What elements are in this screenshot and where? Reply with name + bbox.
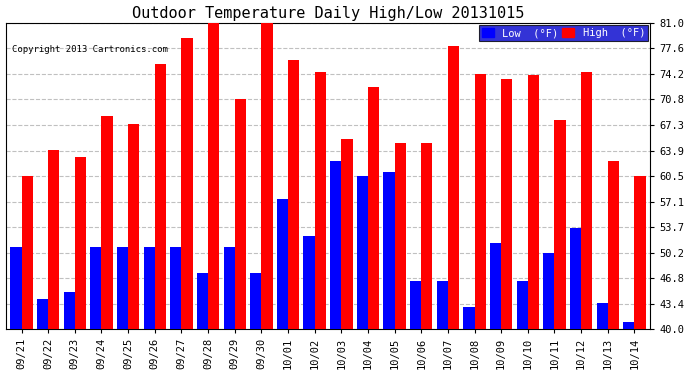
Bar (144, 247, 155, 329)
Bar (21, 176, 32, 329)
Bar (543, 253, 555, 329)
Bar (501, 79, 513, 329)
Bar (277, 198, 288, 329)
Bar (262, 20, 273, 329)
Bar (48, 150, 59, 329)
Bar (197, 273, 208, 329)
Bar (304, 236, 315, 329)
Bar (235, 99, 246, 329)
Bar (623, 322, 634, 329)
Bar (464, 307, 475, 329)
Legend: Low  (°F), High  (°F): Low (°F), High (°F) (479, 25, 649, 42)
Bar (330, 161, 342, 329)
Bar (597, 303, 608, 329)
Bar (117, 247, 128, 329)
Bar (342, 139, 353, 329)
Bar (490, 243, 501, 329)
Bar (475, 74, 486, 329)
Bar (250, 273, 262, 329)
Title: Outdoor Temperature Daily High/Low 20131015: Outdoor Temperature Daily High/Low 20131… (132, 6, 524, 21)
Bar (634, 176, 646, 329)
Bar (555, 120, 566, 329)
Text: Copyright 2013 Cartronics.com: Copyright 2013 Cartronics.com (12, 45, 168, 54)
Bar (384, 172, 395, 329)
Bar (170, 247, 181, 329)
Bar (155, 64, 166, 329)
Bar (422, 142, 433, 329)
Bar (395, 142, 406, 329)
Bar (37, 299, 48, 329)
Bar (528, 75, 539, 329)
Bar (357, 176, 368, 329)
Bar (128, 124, 139, 329)
Bar (410, 280, 422, 329)
Bar (181, 38, 193, 329)
Bar (437, 280, 448, 329)
Bar (581, 72, 592, 329)
Bar (101, 116, 112, 329)
Bar (448, 45, 459, 329)
Bar (90, 247, 101, 329)
Bar (315, 72, 326, 329)
Bar (75, 158, 86, 329)
Bar (288, 60, 299, 329)
Bar (10, 247, 21, 329)
Bar (224, 247, 235, 329)
Bar (570, 228, 581, 329)
Bar (208, 23, 219, 329)
Bar (63, 292, 75, 329)
Bar (368, 87, 379, 329)
Bar (517, 280, 528, 329)
Bar (608, 161, 619, 329)
